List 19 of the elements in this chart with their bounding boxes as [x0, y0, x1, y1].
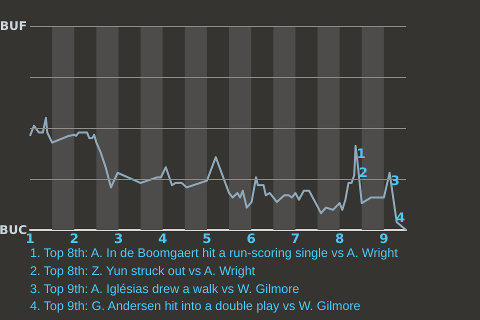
- x-tick-label: 9: [379, 232, 388, 247]
- text: BUC: [0, 223, 28, 237]
- text: 4. Top 9th: G. Andersen hit into a double play vs W. Gilmore: [30, 298, 362, 316]
- x-tick-label: 7: [290, 232, 300, 247]
- x-tick-label: 2: [70, 232, 79, 247]
- x-tick-label: 4: [158, 232, 168, 247]
- annotation: 4: [396, 210, 405, 226]
- text: 2. Top 8th: Z. Yun struck out vs A. Wright: [30, 262, 256, 280]
- x-tick-label: 1: [25, 232, 35, 247]
- x-tick-label: 3: [114, 232, 123, 247]
- annotation: 2: [358, 166, 368, 181]
- ref-line-label: BUF: [0, 19, 27, 33]
- x-tick-label: 8: [335, 232, 344, 247]
- annotation: 3: [390, 174, 400, 189]
- x-tick-label: 5: [202, 232, 212, 247]
- text: 1. Top 8th: A. In de Boomgaert hit a run-scoring single vs A. Wright: [30, 245, 398, 262]
- annotation: 1: [356, 146, 366, 162]
- x-tick-label: 6: [246, 232, 256, 247]
- text: 3. Top 9th: A. Iglésias drew a walk vs W. Gilmore: [30, 280, 300, 298]
